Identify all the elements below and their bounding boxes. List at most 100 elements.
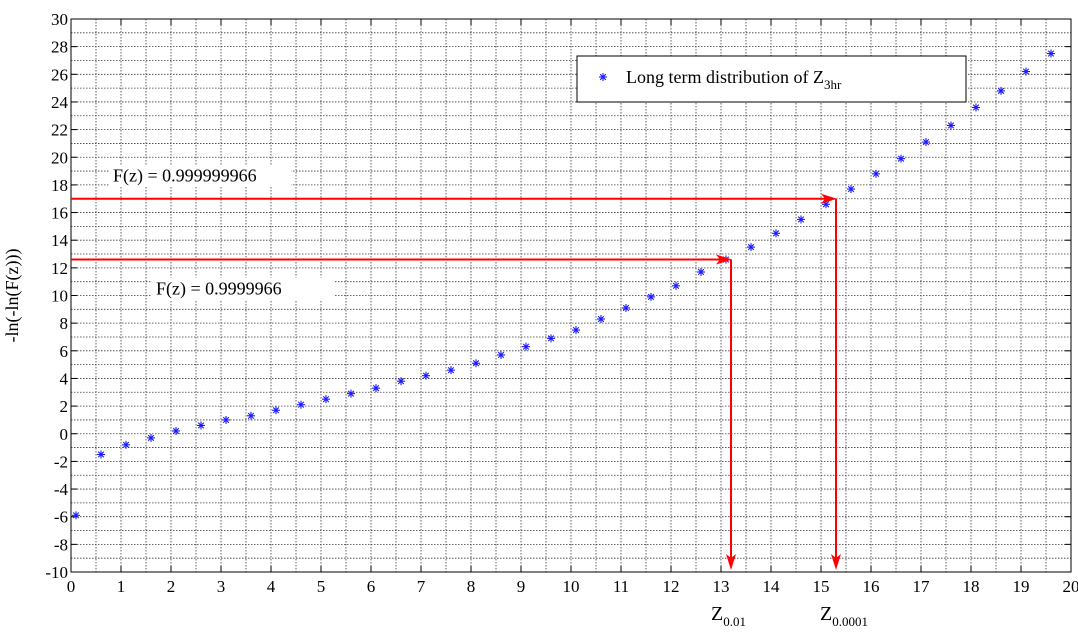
- y-tick-label: 30: [51, 10, 68, 29]
- data-point: [247, 411, 255, 420]
- legend: Long term distribution of Z3hr: [576, 55, 967, 103]
- y-tick-label: 24: [51, 93, 69, 112]
- data-point: [222, 415, 230, 424]
- data-point: [97, 450, 105, 459]
- y-tick-label: 8: [60, 314, 69, 333]
- data-point: [847, 185, 855, 194]
- y-tick-label: 12: [51, 259, 68, 278]
- z-quantile-label: Z0.0001: [820, 603, 868, 629]
- data-point: [697, 267, 705, 276]
- data-point: [147, 433, 155, 442]
- x-tick-label: 19: [1013, 577, 1030, 596]
- data-point: [797, 215, 805, 224]
- annotation-label-bg: [109, 164, 291, 187]
- data-point: [772, 229, 780, 238]
- x-tick-label: 0: [67, 577, 76, 596]
- x-tick-label: 17: [913, 577, 931, 596]
- y-tick-label: 18: [51, 176, 68, 195]
- annotation-v-arrowhead: [831, 554, 841, 570]
- data-point: [522, 342, 530, 351]
- annotation-h-arrowhead: [716, 254, 732, 265]
- x-tick-label: 11: [613, 577, 629, 596]
- data-point: [647, 292, 655, 301]
- annotation-label: F(z) = 0.9999966: [156, 279, 282, 300]
- y-tick-label: -4: [54, 480, 69, 499]
- data-point: [622, 303, 630, 312]
- data-point: [597, 315, 605, 324]
- x-tick-label: 12: [663, 577, 680, 596]
- data-point: [547, 334, 555, 343]
- y-tick-label: 28: [51, 38, 68, 57]
- data-point: [747, 243, 755, 252]
- legend-box: [576, 55, 967, 103]
- y-tick-label: -6: [54, 508, 68, 527]
- x-tick-label: 6: [367, 577, 376, 596]
- data-point: [872, 169, 880, 178]
- x-tick-label: 1: [117, 577, 126, 596]
- data-point: [422, 371, 430, 380]
- data-point: [447, 366, 455, 375]
- data-point: [572, 326, 580, 335]
- x-tick-label: 16: [863, 577, 880, 596]
- annotation-arrows: [71, 193, 841, 570]
- data-point: [472, 359, 480, 368]
- y-tick-label: 2: [60, 397, 69, 416]
- x-tick-label: 8: [467, 577, 476, 596]
- data-point: [172, 426, 180, 435]
- y-tick-label: -2: [54, 452, 68, 471]
- y-tick-label: 26: [51, 65, 68, 84]
- x-tick-label: 15: [813, 577, 830, 596]
- x-tick-label: 14: [763, 577, 781, 596]
- y-tick-label: 22: [51, 121, 68, 140]
- data-point: [272, 406, 280, 415]
- y-axis-label: -ln(-ln(F(z))): [2, 249, 23, 343]
- data-point: [672, 281, 680, 290]
- data-point: [397, 377, 405, 386]
- annotation-v-arrowhead: [726, 554, 736, 570]
- data-point: [322, 395, 330, 404]
- y-tick-label: 16: [51, 204, 68, 223]
- x-tick-label: 10: [563, 577, 580, 596]
- annotation-labels: F(z) = 0.999999966 Z0.0001 F(z) = 0.999996…: [109, 164, 868, 629]
- data-point: [947, 121, 955, 130]
- annotation-h-arrowhead: [821, 193, 837, 204]
- data-point: [1022, 67, 1030, 76]
- data-point: [347, 389, 355, 398]
- x-tick-label: 2: [167, 577, 176, 596]
- y-tick-label: 10: [51, 287, 68, 306]
- annotation-label: F(z) = 0.999999966: [113, 166, 257, 187]
- y-tick-label: 0: [60, 425, 69, 444]
- x-tick-label: 18: [963, 577, 980, 596]
- x-tick-label: 9: [517, 577, 526, 596]
- y-tick-label: -8: [54, 535, 68, 554]
- data-point: [922, 138, 930, 147]
- axis-ticks: [70, 18, 1072, 573]
- x-tick-label: 4: [267, 577, 276, 596]
- data-point: [497, 350, 505, 359]
- y-tick-label: 20: [51, 148, 68, 167]
- x-tick-label: 3: [217, 577, 226, 596]
- data-point: [72, 511, 80, 520]
- data-point: [1047, 49, 1055, 58]
- x-tick-label: 7: [417, 577, 426, 596]
- legend-marker: [599, 73, 607, 81]
- data-point: [122, 440, 130, 449]
- z-quantile-label: Z0.01: [711, 603, 746, 629]
- data-point: [897, 154, 905, 163]
- y-tick-label: 14: [51, 231, 69, 250]
- data-point: [297, 400, 305, 409]
- y-tick-label: -10: [45, 563, 68, 582]
- x-tick-label: 5: [317, 577, 326, 596]
- y-tick-label: 4: [60, 369, 69, 388]
- data-point: [972, 103, 980, 112]
- annotation-label-bg: [152, 277, 334, 300]
- x-tick-labels: 0 1 2 3 4 5 6 7 8 9 10 11 12 13 14 15 16 17 18 19 20: [67, 577, 1078, 596]
- data-point: [997, 86, 1005, 95]
- x-tick-label: 20: [1063, 577, 1078, 596]
- x-tick-label: 13: [713, 577, 730, 596]
- data-point: [372, 384, 380, 393]
- data-point: [197, 421, 205, 430]
- y-tick-label: 6: [60, 342, 69, 361]
